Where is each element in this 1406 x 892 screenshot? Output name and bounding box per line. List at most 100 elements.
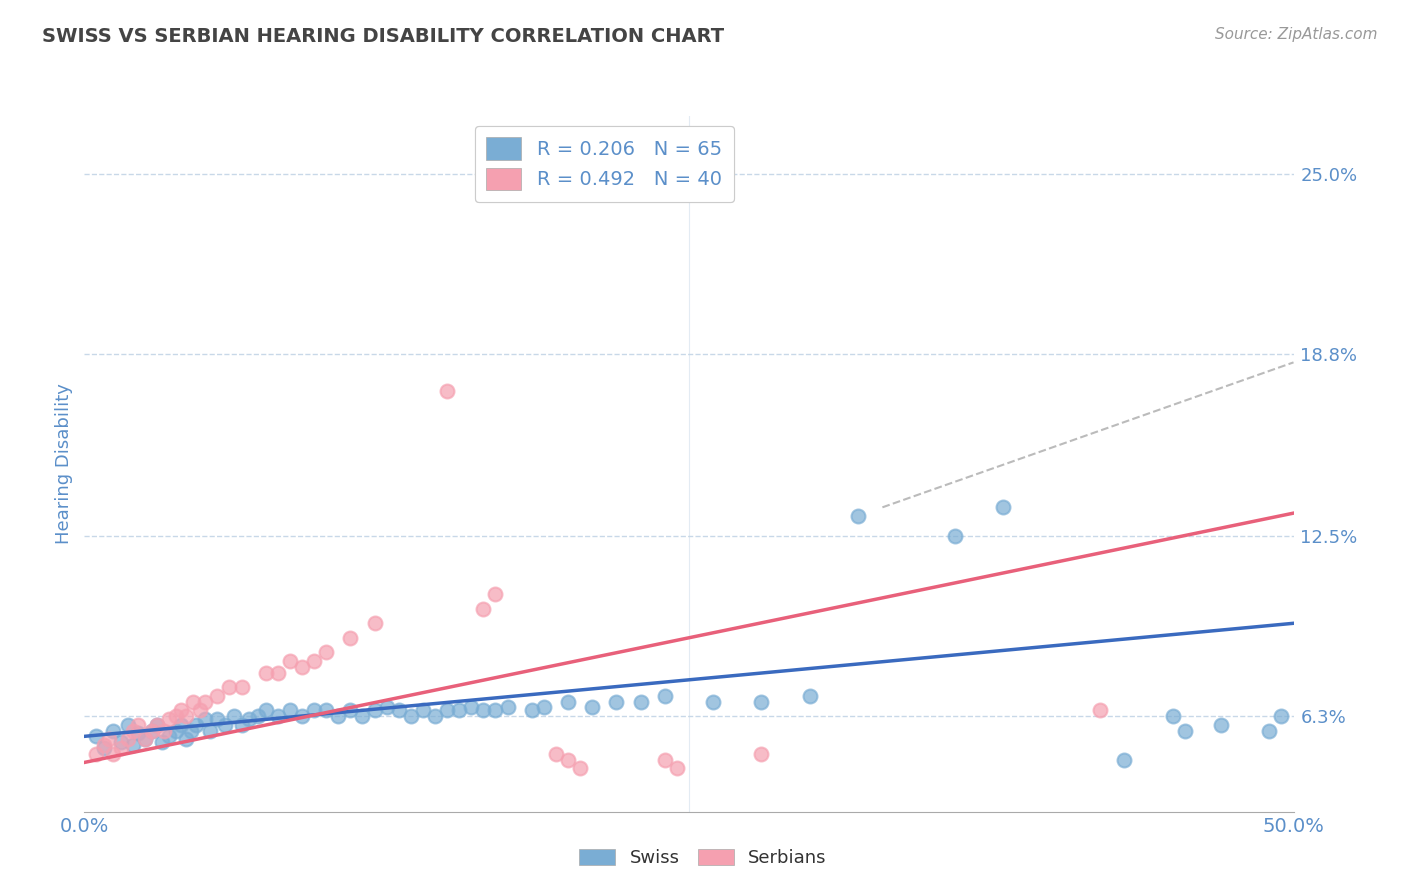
Point: [127, 717, 149, 731]
Point: [846, 508, 869, 523]
Point: [484, 703, 506, 717]
Point: [174, 709, 197, 723]
Legend: Swiss, Serbians: Swiss, Serbians: [572, 841, 834, 874]
Point: [751, 694, 773, 708]
Point: [399, 709, 422, 723]
Point: [581, 700, 603, 714]
Point: [86, 747, 108, 761]
Point: [254, 665, 277, 680]
Point: [352, 709, 374, 723]
Point: [557, 694, 579, 708]
Point: [238, 712, 260, 726]
Point: [1161, 709, 1184, 723]
Point: [423, 709, 446, 723]
Point: [388, 703, 411, 717]
Point: [194, 694, 217, 708]
Point: [207, 712, 229, 726]
Point: [278, 703, 301, 717]
Text: SWISS VS SERBIAN HEARING DISABILITY CORRELATION CHART: SWISS VS SERBIAN HEARING DISABILITY CORR…: [42, 27, 724, 45]
Point: [291, 660, 314, 674]
Point: [557, 753, 579, 767]
Point: [218, 680, 240, 694]
Point: [278, 654, 301, 668]
Point: [93, 740, 115, 755]
Point: [180, 723, 202, 738]
Point: [654, 689, 676, 703]
Point: [110, 735, 132, 749]
Point: [121, 738, 143, 752]
Point: [665, 761, 688, 775]
Point: [460, 700, 482, 714]
Point: [214, 717, 236, 731]
Point: [1209, 717, 1232, 731]
Point: [184, 717, 207, 731]
Point: [157, 730, 180, 744]
Point: [1114, 753, 1136, 767]
Point: [484, 587, 506, 601]
Point: [103, 747, 125, 761]
Point: [207, 689, 229, 703]
Point: [121, 723, 143, 738]
Point: [569, 761, 592, 775]
Point: [141, 723, 163, 738]
Point: [654, 753, 676, 767]
Point: [302, 654, 325, 668]
Point: [436, 703, 458, 717]
Point: [93, 738, 115, 752]
Point: [1174, 723, 1197, 738]
Point: [339, 703, 361, 717]
Point: [198, 723, 221, 738]
Point: [97, 732, 120, 747]
Point: [702, 694, 724, 708]
Point: [117, 732, 139, 747]
Point: [86, 730, 108, 744]
Point: [254, 703, 277, 717]
Point: [412, 703, 434, 717]
Point: [799, 689, 821, 703]
Legend: R = 0.206   N = 65, R = 0.492   N = 40: R = 0.206 N = 65, R = 0.492 N = 40: [475, 126, 734, 202]
Point: [328, 709, 350, 723]
Point: [224, 709, 246, 723]
Point: [181, 694, 204, 708]
Point: [170, 703, 193, 717]
Point: [472, 602, 495, 616]
Point: [231, 680, 253, 694]
Point: [231, 717, 253, 731]
Point: [170, 717, 193, 731]
Point: [117, 717, 139, 731]
Point: [247, 709, 270, 723]
Point: [103, 723, 125, 738]
Point: [194, 712, 217, 726]
Point: [146, 717, 169, 731]
Y-axis label: Hearing Disability: Hearing Disability: [55, 384, 73, 544]
Point: [533, 700, 555, 714]
Point: [375, 700, 398, 714]
Point: [134, 732, 156, 747]
Point: [605, 694, 627, 708]
Point: [146, 717, 169, 731]
Point: [302, 703, 325, 717]
Point: [993, 500, 1015, 515]
Point: [751, 747, 773, 761]
Point: [153, 723, 176, 738]
Point: [363, 616, 385, 631]
Point: [1270, 709, 1292, 723]
Point: [315, 645, 337, 659]
Point: [315, 703, 337, 717]
Point: [436, 384, 458, 399]
Point: [141, 723, 163, 738]
Point: [110, 740, 132, 755]
Point: [630, 694, 652, 708]
Point: [127, 726, 149, 740]
Point: [267, 665, 290, 680]
Point: [339, 631, 361, 645]
Point: [157, 712, 180, 726]
Point: [134, 732, 156, 747]
Point: [190, 703, 212, 717]
Point: [165, 723, 187, 738]
Text: Source: ZipAtlas.com: Source: ZipAtlas.com: [1215, 27, 1378, 42]
Point: [363, 703, 385, 717]
Point: [520, 703, 543, 717]
Point: [449, 703, 471, 717]
Point: [544, 747, 567, 761]
